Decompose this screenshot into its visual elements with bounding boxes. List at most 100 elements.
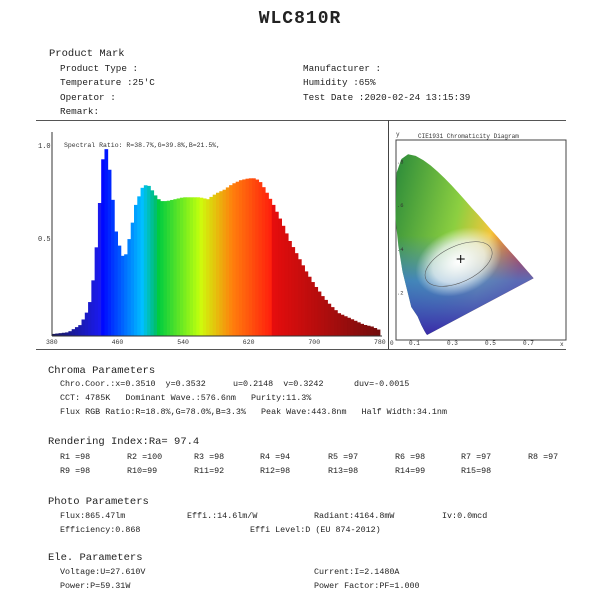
y-tick-label: 1.0 [38, 143, 51, 151]
spectrum-bar [238, 180, 243, 336]
color-rendering-value: R10=99 [127, 466, 158, 476]
photo-heading: Photo Parameters [48, 496, 149, 508]
spectrum-bar [324, 299, 328, 336]
spectrum-bar [130, 222, 135, 336]
color-rendering-value: R2 =100 [127, 452, 163, 462]
chroma-duv: duv=-0.0015 [354, 379, 410, 389]
y-tick-label: 0.5 [38, 236, 51, 244]
spectrum-bar [117, 245, 122, 336]
spectrum-bar [58, 333, 63, 336]
cie-y-axis-label: y [396, 131, 400, 138]
spectrum-bar [261, 187, 266, 336]
spectrum-bar [255, 179, 260, 336]
spectrum-bar [271, 204, 276, 336]
spectrum-bar [61, 332, 66, 336]
spectrum-bar [202, 198, 207, 336]
spectrum-bar [179, 197, 184, 336]
efficiency: Efficiency:0.868 [60, 525, 141, 535]
rendering-heading: Rendering Index:Ra= 97.4 [48, 436, 200, 448]
spectrum-bar [143, 185, 148, 336]
product-mark-heading: Product Mark [49, 48, 125, 60]
color-rendering-value: R12=98 [260, 466, 291, 476]
spectrum-bar [291, 247, 296, 336]
current: Current:I=2.1480A [314, 567, 400, 577]
flux: Flux:865.47lm [60, 511, 126, 521]
x-tick-label: 460 [112, 339, 124, 346]
color-rendering-value: R13=98 [328, 466, 359, 476]
spectrum-bar [340, 314, 345, 336]
spectrum-bar [193, 197, 197, 336]
spectrum-bar [153, 195, 158, 336]
temperature: Temperature :25'C [60, 77, 155, 88]
x-tick-label: 700 [308, 339, 320, 346]
spectrum-bar [311, 282, 315, 336]
spectrum-bar [248, 178, 253, 336]
spectrum-bar [353, 320, 358, 336]
spectrum-bar [88, 302, 92, 336]
spectrum-bar [219, 191, 223, 336]
spectral-ratio-label: Spectral Ratio: R=38.7%,G=39.8%,B=21.5%, [64, 142, 220, 149]
spectrum-bar [120, 255, 125, 336]
flux-rgb-line: Flux RGB Ratio:R=18.8%,G=78.0%,B=3.3% Pe… [60, 407, 447, 417]
cie-y-tick-label: .4 [397, 246, 404, 253]
color-rendering-value: R3 =98 [194, 452, 225, 462]
power-factor: Power Factor:PF=1.000 [314, 581, 420, 591]
spectrum-bar [258, 182, 263, 336]
spectrum-bar [278, 218, 282, 336]
spectrum-bar [78, 325, 82, 336]
spectrum-bar [134, 204, 138, 336]
spectrum-bar [307, 276, 312, 336]
spectrum-bar [111, 199, 115, 336]
spectrum-bar [84, 312, 89, 336]
operator: Operator : [60, 92, 116, 103]
spectrum-bar [104, 149, 109, 336]
spectrum-bar [242, 179, 246, 336]
spectrum-bar [216, 192, 220, 336]
cie-x-tick-label: 0.1 [409, 340, 420, 347]
spectrum-bar [314, 286, 319, 336]
spectrum-bar [320, 296, 325, 336]
spectrum-bar [347, 317, 351, 336]
humidity: Humidity :65% [303, 77, 376, 88]
spectrum-bar [225, 187, 230, 336]
color-rendering-value: R6 =98 [395, 452, 426, 462]
spectrum-bar [160, 201, 164, 336]
spectrum-bar [101, 159, 105, 336]
chroma-heading: Chroma Parameters [48, 365, 156, 377]
color-rendering-value: R1 =98 [60, 452, 91, 462]
spectrum-bar [212, 194, 217, 336]
spectrum-bar [298, 259, 302, 336]
x-tick-label: 780 [374, 339, 386, 346]
chart-divider [388, 120, 389, 349]
spectrum-bar [156, 199, 161, 336]
cie-x-tick-label: 0.7 [523, 340, 534, 347]
spectrum-bar [196, 197, 200, 336]
cie-y-tick-label: .8 [397, 159, 404, 166]
color-rendering-value: R8 =97 [528, 452, 559, 462]
spectrum-bar [327, 303, 332, 336]
voltage: Voltage:U=27.610V [60, 567, 146, 577]
color-rendering-value: R9 =98 [60, 466, 91, 476]
spectrum-bar [301, 265, 305, 336]
spectrum-bar [186, 197, 191, 336]
spectrum-bar [147, 185, 151, 336]
spectrum-bar [114, 231, 118, 336]
remark: Remark: [60, 106, 100, 117]
spectrum-bar [229, 185, 233, 336]
spectrum-bar [189, 197, 194, 336]
spectrum-bar [337, 313, 342, 336]
spectrum-bar [206, 199, 210, 336]
spectrum-bar [252, 178, 256, 336]
x-tick-label: 380 [46, 339, 58, 346]
color-rendering-value: R5 =97 [328, 452, 359, 462]
spectrum-bar [97, 203, 102, 336]
spectrum-bar [376, 329, 381, 336]
spectrum-bar [107, 169, 112, 336]
color-rendering-value: R7 =97 [461, 452, 492, 462]
spectrum-bar [74, 327, 79, 336]
spectrum-bar [199, 197, 204, 336]
spectrum-bar [363, 324, 368, 336]
spectrum-bar [366, 325, 371, 336]
